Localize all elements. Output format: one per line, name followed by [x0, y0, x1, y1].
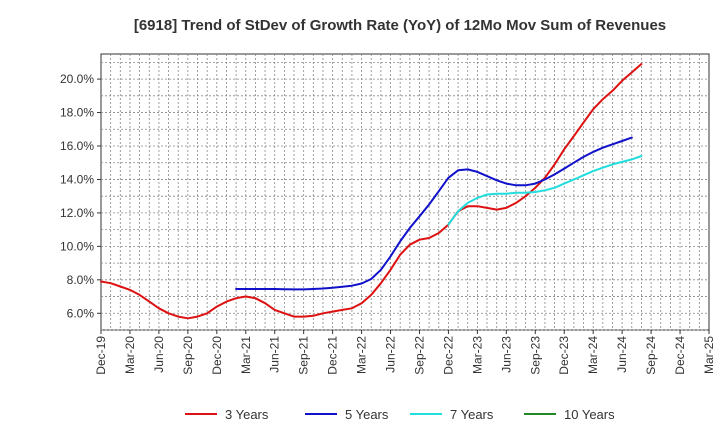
x-tick-label: Jun-20 [152, 336, 166, 373]
x-tick-label: Mar-21 [239, 336, 253, 374]
y-axis: 6.0% 8.0% 10.0% 12.0% 14.0% 16.0% 18.0% 20.0% [60, 72, 101, 320]
legend-label: 5 Years [345, 407, 389, 422]
x-tick-label: Mar-23 [470, 336, 484, 374]
chart-title: [6918] Trend of StDev of Growth Rate (Yo… [134, 17, 666, 34]
y-tick-label: 16.0% [60, 139, 94, 153]
x-tick-label: Mar-25 [702, 336, 716, 374]
y-tick-label: 20.0% [60, 72, 94, 86]
legend-label: 3 Years [225, 407, 269, 422]
x-tick-label: Dec-19 [94, 336, 108, 375]
x-tick-label: Sep-22 [412, 336, 426, 375]
y-tick-label: 18.0% [60, 106, 94, 120]
legend: 3 Years 5 Years 7 Years 10 Years [185, 407, 615, 422]
y-tick-label: 8.0% [67, 273, 95, 287]
x-tick-label: Dec-21 [326, 336, 340, 375]
series-line-5-years [235, 136, 633, 291]
x-tick-label: Mar-20 [123, 336, 137, 374]
x-tick-label: Dec-24 [673, 336, 687, 375]
x-tick-label: Dec-22 [441, 336, 455, 375]
x-tick-label: Jun-23 [499, 336, 513, 373]
x-tick-label: Dec-20 [210, 336, 224, 375]
gridlines [101, 54, 709, 331]
x-tick-label: Jun-22 [384, 336, 398, 373]
y-tick-label: 10.0% [60, 239, 94, 253]
x-tick-label: Dec-23 [557, 336, 571, 375]
series-line-7-years [447, 155, 643, 226]
x-tick-label: Sep-21 [297, 336, 311, 375]
legend-label: 7 Years [450, 407, 494, 422]
y-tick-label: 6.0% [67, 306, 95, 320]
plot-area [100, 53, 710, 331]
series-line-3-years [100, 63, 643, 320]
x-tick-label: Sep-23 [528, 336, 542, 375]
x-axis: Dec-19 Mar-20 Jun-20 Sep-20 Dec-20 Mar-21 Jun-… [94, 330, 716, 375]
series-lines [100, 63, 643, 320]
legend-label: 10 Years [564, 407, 615, 422]
x-tick-label: Jun-24 [615, 336, 629, 373]
y-tick-label: 12.0% [60, 206, 94, 220]
x-tick-label: Sep-24 [644, 336, 658, 375]
x-tick-label: Mar-22 [355, 336, 369, 374]
x-tick-label: Jun-21 [268, 336, 282, 373]
y-tick-label: 14.0% [60, 172, 94, 186]
x-tick-label: Sep-20 [181, 336, 195, 375]
plot-frame [100, 53, 710, 331]
x-tick-label: Mar-24 [586, 336, 600, 374]
